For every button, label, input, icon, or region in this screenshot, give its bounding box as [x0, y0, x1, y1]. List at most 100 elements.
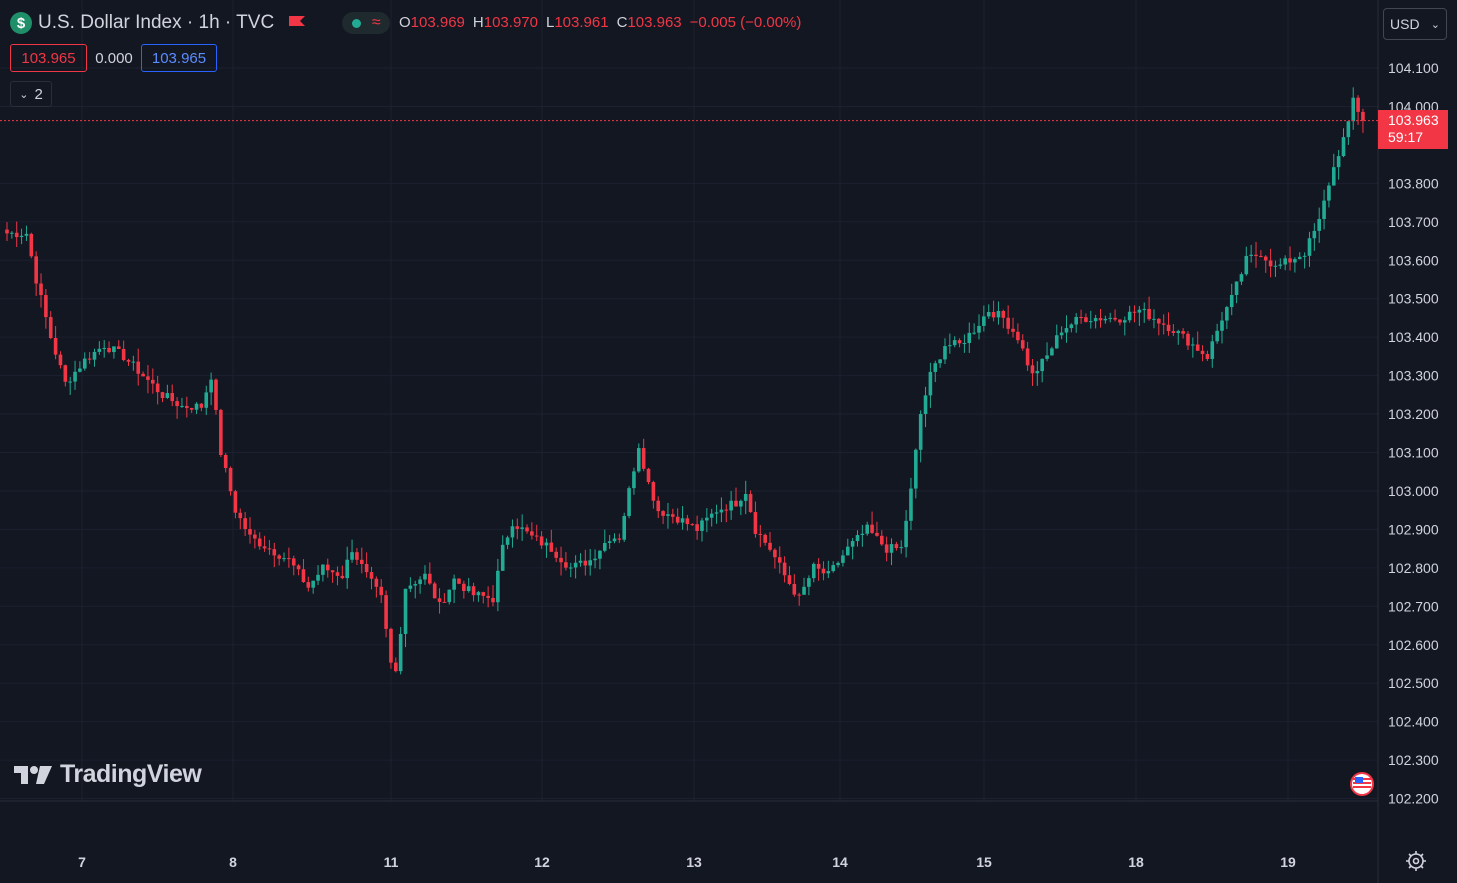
candle — [325, 558, 330, 578]
candle-body — [525, 527, 529, 532]
candle-body — [841, 555, 845, 563]
candle — [359, 547, 364, 574]
buy-button[interactable]: 103.965 — [141, 44, 217, 72]
candle — [811, 562, 816, 583]
tradingview-logo[interactable]: TradingView — [14, 760, 202, 789]
us-flag-icon[interactable] — [1349, 771, 1375, 797]
candle — [1142, 302, 1147, 323]
symbol-title[interactable]: U.S. Dollar Index · 1h · TVC — [38, 12, 275, 33]
candle-body — [530, 531, 534, 536]
candle-body — [1132, 311, 1137, 313]
candle — [1181, 328, 1185, 339]
candle — [233, 489, 238, 519]
gear-icon[interactable] — [1404, 849, 1428, 873]
candle-body — [68, 381, 72, 383]
candle — [1079, 309, 1083, 324]
candle-body — [1191, 344, 1195, 346]
candle — [1103, 315, 1108, 324]
candle-body — [398, 633, 403, 672]
candle — [63, 364, 68, 387]
candle-body — [797, 594, 801, 596]
sell-button[interactable]: 103.965 — [10, 44, 87, 72]
indicators-toggle-button[interactable]: ⌄ 2 — [10, 81, 52, 107]
time-tick-label: 13 — [686, 854, 702, 870]
candle — [875, 521, 879, 537]
candle-body — [914, 449, 918, 489]
candle-body — [831, 565, 835, 572]
time-axis[interactable]: 7 8 11 12 13 14 15 18 19 — [78, 854, 1296, 870]
candle-body — [87, 358, 92, 360]
candle-body — [1244, 255, 1249, 275]
candle — [68, 376, 72, 395]
candle — [398, 626, 403, 675]
candle-body — [345, 559, 349, 579]
candle-body — [685, 518, 690, 525]
candle-body — [432, 583, 437, 599]
candle — [753, 501, 758, 538]
candle — [870, 511, 874, 535]
candle — [1210, 334, 1215, 368]
candle — [418, 576, 422, 594]
candle — [821, 561, 826, 581]
time-tick-label: 18 — [1128, 854, 1144, 870]
symbol-header[interactable]: $ U.S. Dollar Index · 1h · TVC ≈ — [10, 9, 391, 37]
candle-body — [146, 376, 150, 380]
candle-body — [1293, 259, 1297, 263]
candle — [865, 521, 870, 536]
price-tick-label: 102.500 — [1388, 675, 1439, 691]
candle — [311, 580, 315, 594]
candle — [923, 386, 928, 428]
candle — [321, 564, 325, 582]
candle-body — [568, 567, 573, 569]
candle — [131, 355, 136, 371]
flag-icon[interactable] — [288, 15, 306, 31]
candle-body — [1084, 317, 1088, 322]
candle — [384, 590, 388, 638]
candle-body — [1186, 333, 1190, 346]
candle-body — [1215, 330, 1219, 342]
candle — [209, 372, 213, 406]
candle-body — [787, 575, 792, 584]
candle — [748, 490, 753, 513]
candle — [909, 477, 913, 531]
candle-body — [1229, 294, 1234, 308]
candle — [1030, 359, 1035, 386]
candle-body — [1331, 167, 1336, 186]
candle-body — [539, 536, 544, 546]
candle — [58, 351, 63, 369]
candle-body — [1098, 318, 1103, 321]
price-tick-label: 103.700 — [1388, 214, 1439, 230]
candle-body — [1249, 254, 1253, 256]
candle-body — [466, 586, 471, 592]
candle-body — [291, 558, 296, 566]
candle — [564, 552, 568, 571]
currency-select[interactable]: USD ⌄ — [1383, 8, 1447, 40]
candle-body — [996, 310, 1001, 318]
candle-body — [573, 562, 578, 568]
market-status-pill[interactable]: ≈ — [342, 12, 391, 34]
candle — [364, 552, 369, 578]
candle-body — [1234, 281, 1239, 295]
candle-body — [894, 544, 899, 549]
candle — [578, 553, 583, 567]
candle — [253, 529, 257, 549]
candle — [972, 323, 976, 335]
candle — [165, 384, 170, 399]
candle-body — [1225, 307, 1229, 321]
candle — [452, 574, 456, 604]
last-price-label: 103.963 59:17 — [1378, 110, 1448, 149]
candle — [306, 576, 311, 592]
candle-body — [1327, 185, 1331, 201]
candle-body — [1297, 256, 1302, 260]
price-axis[interactable]: 104.100104.000103.800103.700103.600103.5… — [1388, 60, 1439, 807]
candle-body — [1356, 97, 1360, 112]
candle — [408, 577, 413, 593]
candle — [602, 529, 607, 553]
candle-body — [287, 558, 291, 560]
candle-body — [1302, 255, 1307, 257]
candle-body — [943, 346, 947, 360]
price-tick-label: 104.100 — [1388, 60, 1439, 76]
candle — [743, 480, 748, 515]
high-label: H — [472, 14, 484, 31]
